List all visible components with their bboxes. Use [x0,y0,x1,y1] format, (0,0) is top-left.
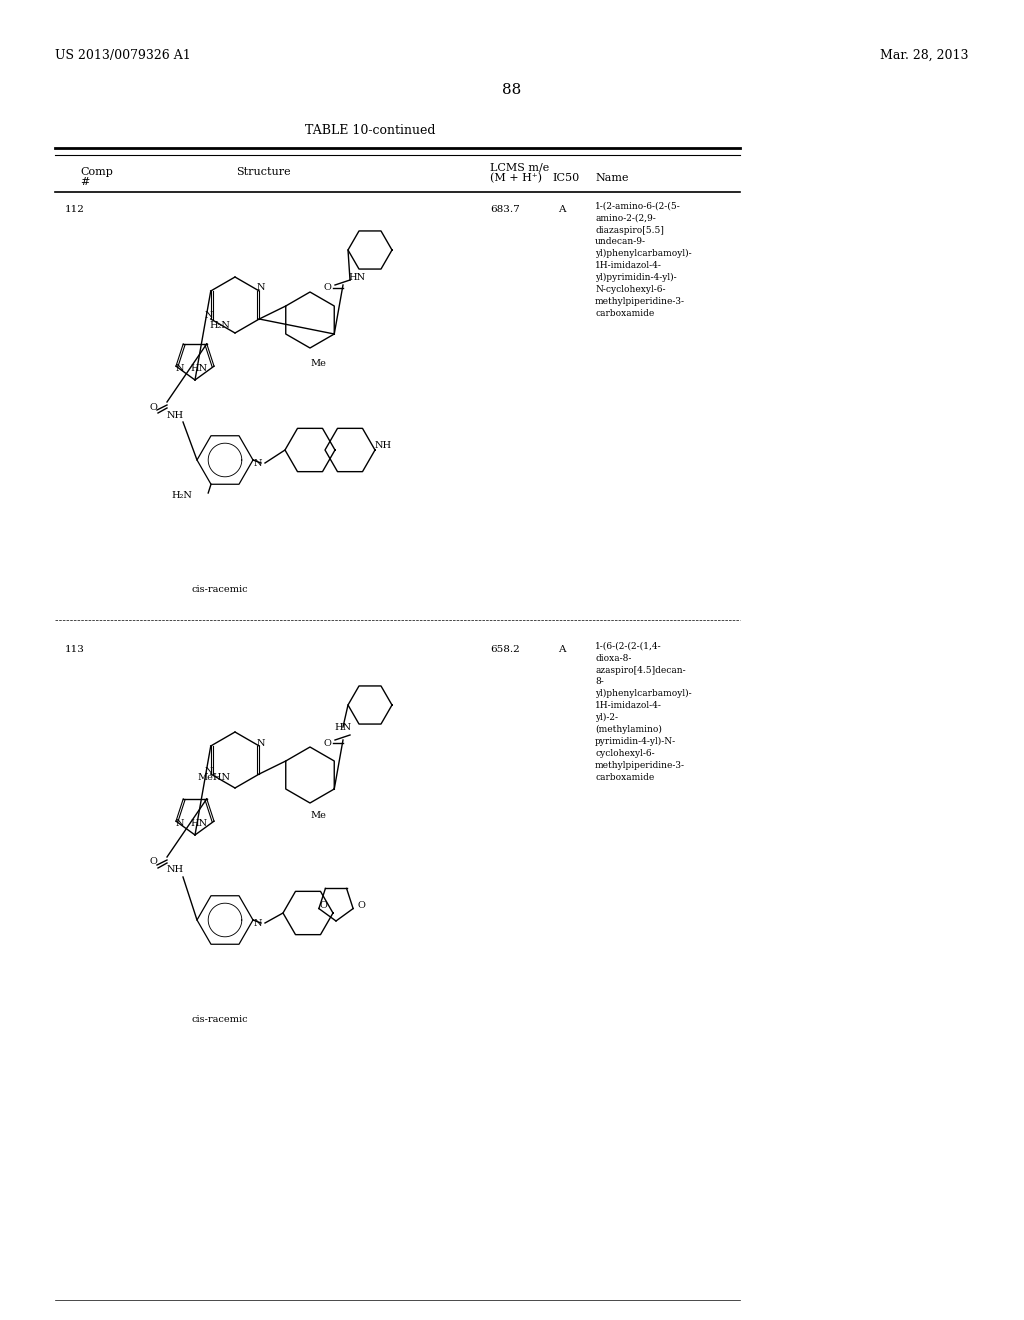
Text: H₂N: H₂N [209,321,230,330]
Text: MeHN: MeHN [197,774,230,783]
Text: #: # [80,177,89,187]
Text: N: N [176,818,184,828]
Text: O: O [323,738,331,747]
Text: N: N [205,312,213,321]
Text: Mar. 28, 2013: Mar. 28, 2013 [881,49,969,62]
Text: HN: HN [190,818,208,828]
Text: N: N [176,364,184,372]
Text: O: O [357,902,366,909]
Text: A: A [558,205,565,214]
Text: 113: 113 [65,645,85,653]
Text: IC50: IC50 [552,173,580,183]
Text: NH: NH [375,441,391,450]
Text: Me: Me [310,359,326,367]
Text: O: O [319,902,328,909]
Text: N: N [254,458,262,467]
Text: cis-racemic: cis-racemic [191,1015,248,1024]
Text: HN: HN [348,272,366,281]
Text: (M + H⁺): (M + H⁺) [490,173,542,183]
Text: 683.7: 683.7 [490,205,520,214]
Text: Me: Me [310,810,326,820]
Text: O: O [323,284,331,293]
Text: 658.2: 658.2 [490,645,520,653]
Text: NH: NH [167,411,183,420]
Text: Name: Name [595,173,629,183]
Text: LCMS m/e: LCMS m/e [490,162,549,173]
Text: H₂N: H₂N [171,491,193,500]
Text: O: O [150,858,157,866]
Text: US 2013/0079326 A1: US 2013/0079326 A1 [55,49,190,62]
Text: N: N [257,738,265,747]
Text: 112: 112 [65,205,85,214]
Text: N: N [205,767,213,776]
Text: 1-(2-amino-6-(2-(5-
amino-2-(2,9-
diazaspiro[5.5]
undecan-9-
yl)phenylcarbamoyl): 1-(2-amino-6-(2-(5- amino-2-(2,9- diazas… [595,202,691,318]
Text: HN: HN [335,722,351,731]
Text: Structure: Structure [236,168,291,177]
Text: cis-racemic: cis-racemic [191,586,248,594]
Text: HN: HN [190,364,208,372]
Text: TABLE 10-continued: TABLE 10-continued [305,124,435,136]
Text: 1-(6-(2-(2-(1,4-
dioxa-8-
azaspiro[4.5]decan-
8-
yl)phenylcarbamoyl)-
1H-imidazo: 1-(6-(2-(2-(1,4- dioxa-8- azaspiro[4.5]d… [595,642,691,781]
Text: O: O [150,403,157,412]
Text: A: A [558,645,565,653]
Text: N: N [257,284,265,293]
Text: Comp: Comp [80,168,113,177]
Text: N: N [254,919,262,928]
Text: 88: 88 [503,83,521,96]
Text: NH: NH [167,866,183,874]
